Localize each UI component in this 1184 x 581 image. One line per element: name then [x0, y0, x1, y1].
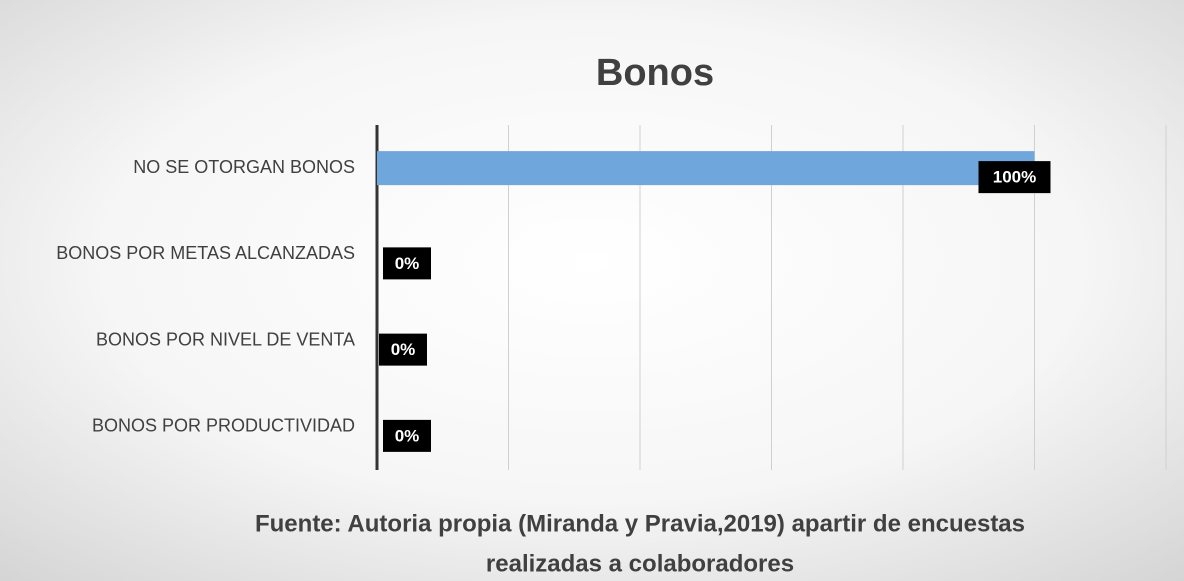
data-label-box: [379, 333, 427, 366]
chart-title: Bonos: [596, 52, 714, 94]
y-tick-label: NO SE OTORGAN BONOS: [133, 157, 355, 177]
source-note: realizadas a colaboradores: [486, 550, 794, 577]
data-label-box: [383, 419, 431, 452]
data-label: 100%: [993, 168, 1036, 187]
data-label: 0%: [395, 426, 420, 445]
data-label-box: [383, 247, 431, 280]
y-tick-label: BONOS POR METAS ALCANZADAS: [56, 243, 355, 263]
data-label: 0%: [391, 340, 416, 359]
data-label-box: [978, 161, 1051, 194]
source-note: Fuente: Autoria propia (Miranda y Pravia…: [255, 510, 1025, 537]
data-label: 0%: [395, 254, 420, 273]
y-tick-label: BONOS POR PRODUCTIVIDAD: [92, 416, 355, 436]
bar: [377, 151, 1035, 186]
y-tick-label: BONOS POR NIVEL DE VENTA: [96, 329, 355, 349]
